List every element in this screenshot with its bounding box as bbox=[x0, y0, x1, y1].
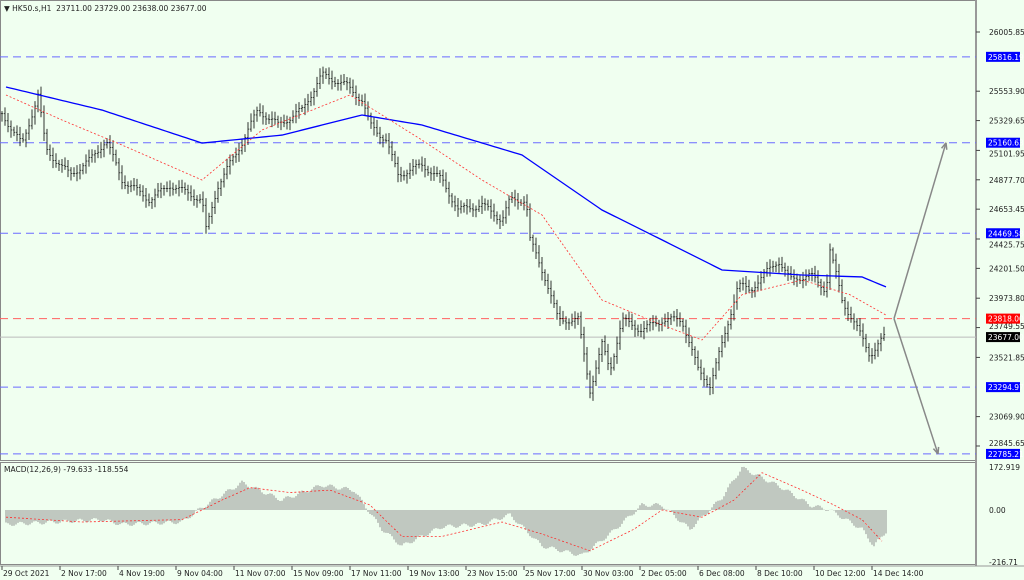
y-tick-label: 24653.45 bbox=[989, 205, 1024, 214]
macd-signal-line bbox=[5, 472, 883, 552]
level-price-tag bbox=[986, 313, 1020, 324]
symbol-label: HK50.s,H1 bbox=[12, 4, 52, 13]
macd-histogram bbox=[5, 466, 887, 556]
chart-header: ▼ HK50.s,H1 23711.00 23729.00 23638.00 2… bbox=[4, 4, 207, 13]
arrowhead-icon bbox=[932, 446, 940, 455]
y-tick-label: 25553.90 bbox=[989, 87, 1024, 96]
macd-label: MACD(12,26,9) -79.633 -118.554 bbox=[4, 465, 128, 474]
y-tick-label: 22845.65 bbox=[989, 439, 1024, 448]
macd-y-tick-label: 0.00 bbox=[989, 506, 1006, 515]
level-price-label: 23818.00 bbox=[988, 315, 1024, 324]
level-price-tag bbox=[986, 382, 1020, 393]
macd-value: -79.633 bbox=[63, 465, 93, 474]
x-tick-label: 9 Nov 04:00 bbox=[177, 569, 223, 578]
x-tick-label: 2 Nov 17:00 bbox=[61, 569, 107, 578]
y-tick-label: 23749.55 bbox=[989, 322, 1024, 331]
x-tick-label: 14 Dec 14:00 bbox=[873, 569, 924, 578]
ohlc-bars bbox=[0, 66, 886, 401]
level-price-tag bbox=[986, 448, 1020, 459]
x-tick-label: 11 Nov 07:00 bbox=[235, 569, 286, 578]
open-value: 23711.00 bbox=[56, 4, 92, 13]
level-price-label: 25816.19 bbox=[988, 53, 1024, 62]
y-tick-label: 23973.80 bbox=[989, 294, 1024, 303]
x-tick-label: 15 Nov 09:00 bbox=[293, 569, 344, 578]
y-tick-label: 25329.65 bbox=[989, 117, 1024, 126]
moving-average-blue bbox=[5, 86, 887, 288]
moving-average-red bbox=[5, 94, 887, 341]
y-tick-label: 24201.50 bbox=[989, 264, 1024, 273]
level-price-tag bbox=[986, 137, 1020, 148]
y-tick-label: 24425.75 bbox=[989, 240, 1024, 249]
y-tick-label: 25101.95 bbox=[989, 150, 1024, 159]
projection-arrow bbox=[893, 142, 947, 319]
close-value: 23677.00 bbox=[170, 4, 207, 13]
x-tick-label: 2 Dec 05:00 bbox=[641, 569, 687, 578]
collapse-triangle-icon[interactable]: ▼ bbox=[4, 4, 10, 13]
level-price-tag bbox=[986, 332, 1020, 343]
x-tick-label: 6 Dec 08:00 bbox=[699, 569, 745, 578]
x-tick-label: 8 Dec 10:00 bbox=[757, 569, 803, 578]
x-tick-label: 25 Nov 17:00 bbox=[525, 569, 576, 578]
y-tick-label: 26005.85 bbox=[989, 28, 1024, 37]
x-tick-label: 4 Nov 19:00 bbox=[119, 569, 165, 578]
y-tick-label: 23521.85 bbox=[989, 353, 1024, 362]
x-tick-label: 29 Oct 2021 bbox=[3, 569, 50, 578]
x-tick-label: 10 Dec 12:00 bbox=[815, 569, 866, 578]
arrowhead-icon bbox=[940, 142, 948, 150]
level-price-label: 22785.21 bbox=[988, 450, 1024, 459]
level-price-label: 23677.00 bbox=[988, 333, 1024, 342]
macd-y-tick-label: -216.71 bbox=[989, 558, 1018, 567]
level-price-label: 24469.58 bbox=[988, 229, 1024, 238]
projection-arrow bbox=[893, 318, 939, 455]
level-price-tag bbox=[986, 51, 1020, 62]
level-price-label: 23294.97 bbox=[988, 383, 1024, 392]
macd-y-tick-label: 172.919 bbox=[989, 463, 1020, 472]
macd-name: MACD(12,26,9) bbox=[4, 465, 61, 474]
high-value: 23729.00 bbox=[94, 4, 131, 13]
x-tick-label: 30 Nov 03:00 bbox=[583, 569, 634, 578]
x-tick-label: 17 Nov 11:00 bbox=[351, 569, 402, 578]
low-value: 23638.00 bbox=[132, 4, 169, 13]
y-tick-label: 23069.90 bbox=[989, 413, 1024, 422]
y-tick-label: 24877.70 bbox=[989, 176, 1024, 185]
level-price-label: 25160.63 bbox=[988, 139, 1024, 148]
x-tick-label: 23 Nov 15:00 bbox=[467, 569, 518, 578]
level-price-tag bbox=[986, 228, 1020, 239]
macd-signal-value: -118.554 bbox=[94, 465, 129, 474]
x-tick-label: 19 Nov 13:00 bbox=[409, 569, 460, 578]
main-plot-frame bbox=[0, 0, 976, 461]
